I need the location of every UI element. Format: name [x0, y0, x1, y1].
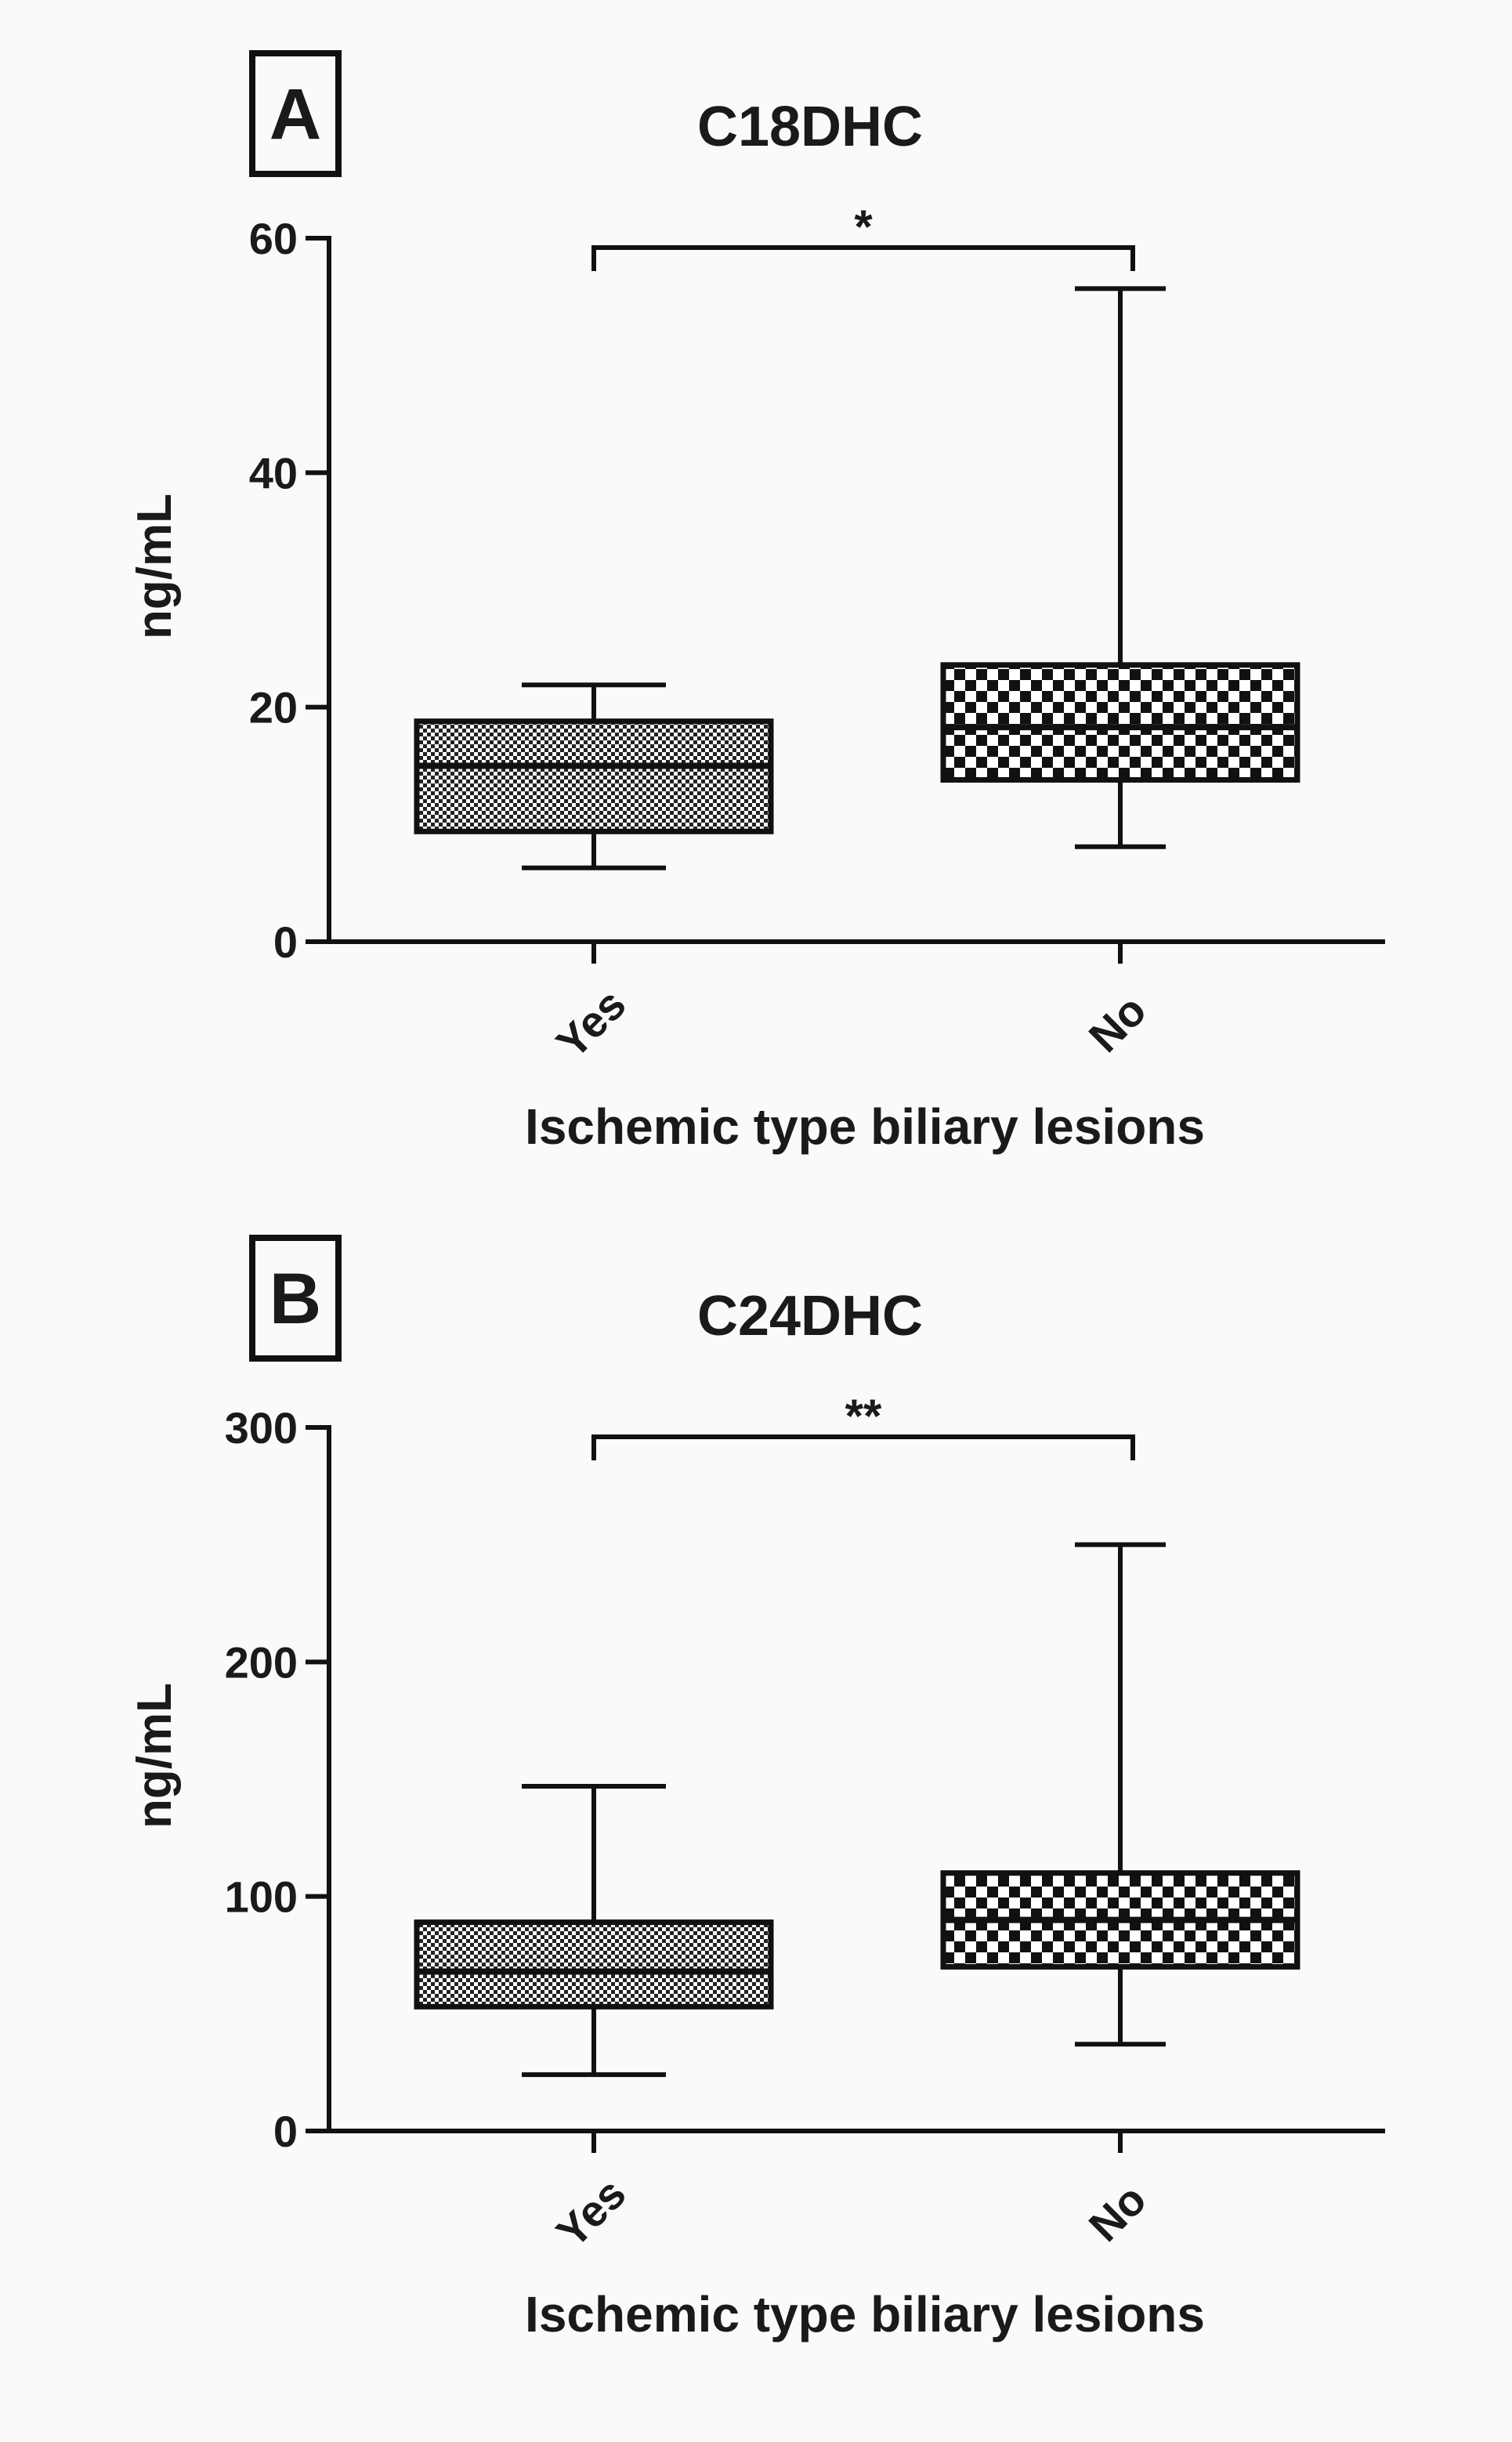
box-no [940, 1542, 1300, 2047]
y-tick-label: 40 [249, 448, 298, 497]
box-yes [414, 682, 774, 870]
panel-b: B C24DHC 0 100 200 300 ng/mL Yes No Ischemic type… [128, 1235, 1385, 2343]
y-tick-label: 0 [273, 2107, 298, 2156]
panel-label: B [269, 1259, 321, 1339]
box-no [940, 286, 1300, 849]
panel-label-box [249, 1235, 342, 1362]
chart-title: C24DHC [697, 1285, 923, 1348]
y-tick-label: 300 [225, 1403, 298, 1453]
x-tick-label-yes: Yes [547, 2169, 635, 2257]
box-yes [414, 1783, 774, 2078]
x-tick-label-yes: Yes [547, 979, 635, 1068]
chart-title: C18DHC [697, 96, 923, 158]
y-tick-label: 200 [225, 1637, 298, 1687]
box-body [414, 718, 774, 834]
significance-label: * [854, 201, 873, 253]
y-tick-label: 20 [249, 683, 298, 733]
significance-bracket [591, 1434, 1135, 1460]
x-tick-label-no: No [1080, 2175, 1156, 2251]
x-tick-label-no: No [1080, 986, 1156, 1062]
panel-label-box [249, 50, 342, 177]
y-axis-label: ng/mL [128, 1683, 182, 1829]
y-tick-label: 100 [225, 1872, 298, 1922]
box-body [414, 1919, 774, 2010]
y-axis-label: ng/mL [128, 494, 182, 639]
significance-bracket [591, 244, 1135, 271]
y-tick-label: 60 [249, 214, 298, 263]
y-tick-label: 0 [273, 917, 298, 967]
x-axis-label: Ischemic type biliary lesions [525, 1098, 1205, 1155]
x-axis-label: Ischemic type biliary lesions [525, 2286, 1205, 2343]
box-body [940, 662, 1300, 783]
panel-label: A [269, 74, 321, 154]
significance-label: ** [845, 1390, 882, 1442]
panel-a: A C18DHC 0 20 40 60 ng/mL Yes No Ischemic type bi… [128, 50, 1385, 1155]
